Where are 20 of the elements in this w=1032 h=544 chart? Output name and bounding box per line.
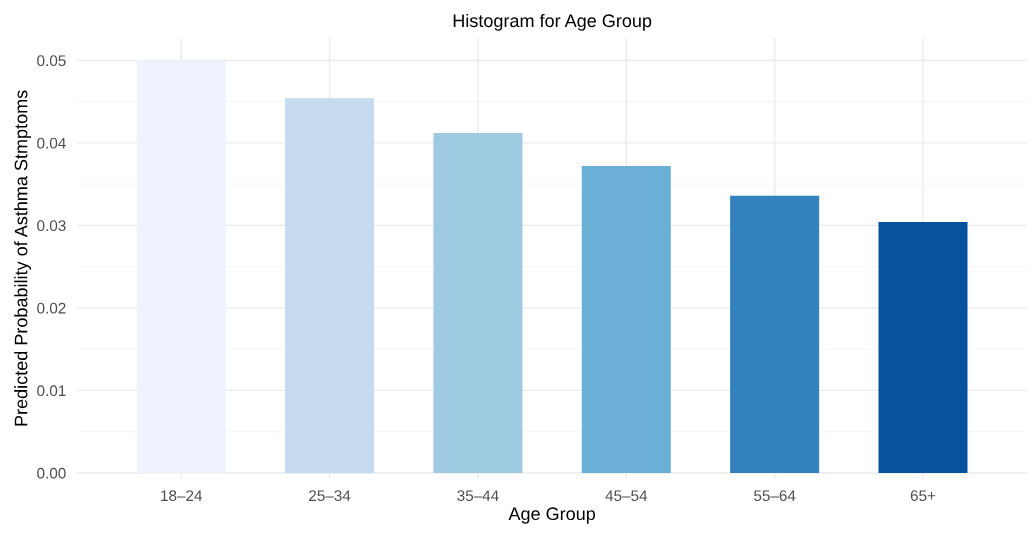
chart-title: Histogram for Age Group	[453, 13, 652, 31]
x-tick-label: 65+	[910, 490, 936, 502]
bar	[730, 195, 820, 473]
x-tick-label: 55–64	[754, 490, 796, 502]
y-axis-title: Predicted Probability of Asthma Stmptoms	[14, 90, 31, 426]
y-tick-label: 0.04	[37, 137, 66, 149]
x-axis-title: Age Group	[508, 507, 596, 524]
y-tick-label: 0.02	[37, 302, 66, 314]
x-tick-label: 25–34	[309, 490, 351, 502]
y-tick-label: 0.03	[37, 220, 66, 232]
y-tick-label: 0.05	[37, 55, 66, 67]
bar	[285, 98, 375, 473]
y-tick-label: 0.01	[37, 385, 66, 397]
bar	[433, 132, 523, 473]
x-tick-label: 45–54	[605, 490, 648, 502]
bar	[581, 165, 671, 473]
y-tick-label: 0.00	[37, 467, 66, 479]
bar	[878, 222, 968, 473]
x-tick-label: 18–24	[161, 490, 203, 502]
x-tick-label: 35–44	[457, 490, 499, 502]
